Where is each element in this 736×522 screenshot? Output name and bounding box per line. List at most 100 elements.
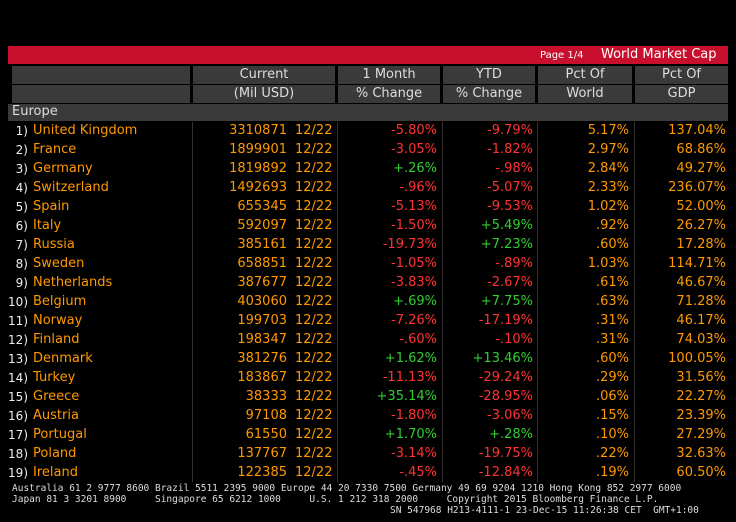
date: 12/22 xyxy=(295,294,333,309)
percent-change: -29.24% xyxy=(478,370,533,385)
percent-change: -5.80% xyxy=(391,123,437,138)
country: Spain xyxy=(33,199,70,214)
column-divider xyxy=(634,122,635,482)
percent-change: -.10% xyxy=(495,332,533,347)
header-cell xyxy=(338,66,440,84)
pct-gdp: 17.28% xyxy=(676,237,726,252)
date: 12/22 xyxy=(295,142,333,157)
row-index: 6) xyxy=(15,219,28,233)
country: Belgium xyxy=(33,294,87,309)
percent-change: +1.62% xyxy=(384,351,437,366)
pct-gdp: 49.27% xyxy=(676,161,726,176)
market-cap: 198347 xyxy=(237,332,287,347)
row-index: 5) xyxy=(15,200,28,214)
date: 12/22 xyxy=(295,446,333,461)
column-divider xyxy=(192,122,193,482)
pct-gdp: 23.39% xyxy=(676,408,726,423)
percent-change: -3.05% xyxy=(391,142,437,157)
country: Poland xyxy=(33,446,77,461)
pct-gdp: 26.27% xyxy=(676,218,726,233)
pct-world: 5.17% xyxy=(587,123,629,138)
row-index: 8) xyxy=(15,257,28,271)
country: Austria xyxy=(33,408,79,423)
pct-world: .10% xyxy=(595,427,629,442)
row-index: 2) xyxy=(15,143,28,157)
row-index: 14) xyxy=(8,371,28,385)
pct-gdp: 52.00% xyxy=(676,199,726,214)
pct-world: .19% xyxy=(595,465,629,480)
percent-change: -9.53% xyxy=(487,199,533,214)
date: 12/22 xyxy=(295,389,333,404)
row-index: 12) xyxy=(8,333,28,347)
market-cap: 183867 xyxy=(237,370,287,385)
pct-gdp: 46.67% xyxy=(676,275,726,290)
pct-gdp: 22.27% xyxy=(676,389,726,404)
pct-world: .60% xyxy=(595,237,629,252)
date: 12/22 xyxy=(295,370,333,385)
percent-change: -2.67% xyxy=(487,275,533,290)
percent-change: -3.83% xyxy=(391,275,437,290)
percent-change: -.96% xyxy=(399,180,437,195)
pct-gdp: 32.63% xyxy=(676,446,726,461)
market-cap: 38333 xyxy=(245,389,287,404)
column-header: Pct Of xyxy=(565,67,605,82)
country: France xyxy=(33,142,77,157)
header-cell xyxy=(338,85,440,103)
percent-change: -.45% xyxy=(399,465,437,480)
pct-world: 1.03% xyxy=(587,256,629,271)
column-divider xyxy=(537,122,538,482)
percent-change: -19.73% xyxy=(382,237,437,252)
pct-world: .61% xyxy=(595,275,629,290)
percent-change: +7.75% xyxy=(480,294,533,309)
date: 12/22 xyxy=(295,275,333,290)
row-index: 3) xyxy=(15,162,28,176)
page-indicator: Page 1/4 xyxy=(540,50,584,61)
market-cap: 381276 xyxy=(237,351,287,366)
market-cap: 387677 xyxy=(237,275,287,290)
header-cell xyxy=(635,66,728,84)
row-index: 1) xyxy=(15,124,28,138)
country: Norway xyxy=(33,313,83,328)
column-header: % Change xyxy=(455,86,523,101)
date: 12/22 xyxy=(295,218,333,233)
percent-change: -.98% xyxy=(495,161,533,176)
country: Denmark xyxy=(33,351,93,366)
pct-gdp: 236.07% xyxy=(668,180,726,195)
title-bar xyxy=(8,46,728,64)
date: 12/22 xyxy=(295,123,333,138)
header-cell xyxy=(443,66,535,84)
row-index: 11) xyxy=(8,314,28,328)
pct-world: .60% xyxy=(595,351,629,366)
percent-change: -.89% xyxy=(495,256,533,271)
header-cell xyxy=(193,66,335,84)
pct-gdp: 74.03% xyxy=(676,332,726,347)
percent-change: -3.14% xyxy=(391,446,437,461)
date: 12/22 xyxy=(295,256,333,271)
row-index: 15) xyxy=(8,390,28,404)
percent-change: +.69% xyxy=(393,294,437,309)
country: Italy xyxy=(33,218,62,233)
column-header: 1 Month xyxy=(362,67,416,82)
percent-change: -7.26% xyxy=(391,313,437,328)
row-index: 10) xyxy=(8,295,28,309)
pct-world: .92% xyxy=(595,218,629,233)
market-cap: 385161 xyxy=(237,237,287,252)
footer-line: SN 547968 H213-4111-1 23-Dec-15 11:26:38… xyxy=(390,505,699,516)
market-cap: 3310871 xyxy=(229,123,287,138)
percent-change: -11.13% xyxy=(382,370,437,385)
market-cap: 199703 xyxy=(237,313,287,328)
pct-world: .06% xyxy=(595,389,629,404)
pct-gdp: 137.04% xyxy=(668,123,726,138)
pct-world: .29% xyxy=(595,370,629,385)
header-cell xyxy=(635,85,728,103)
market-cap: 1899901 xyxy=(229,142,287,157)
row-index: 16) xyxy=(8,409,28,423)
pct-world: .31% xyxy=(595,332,629,347)
percent-change: +5.49% xyxy=(480,218,533,233)
market-cap: 122385 xyxy=(237,465,287,480)
row-index: 9) xyxy=(15,276,28,290)
pct-gdp: 100.05% xyxy=(668,351,726,366)
header-cell xyxy=(12,85,190,103)
country: Portugal xyxy=(33,427,87,442)
